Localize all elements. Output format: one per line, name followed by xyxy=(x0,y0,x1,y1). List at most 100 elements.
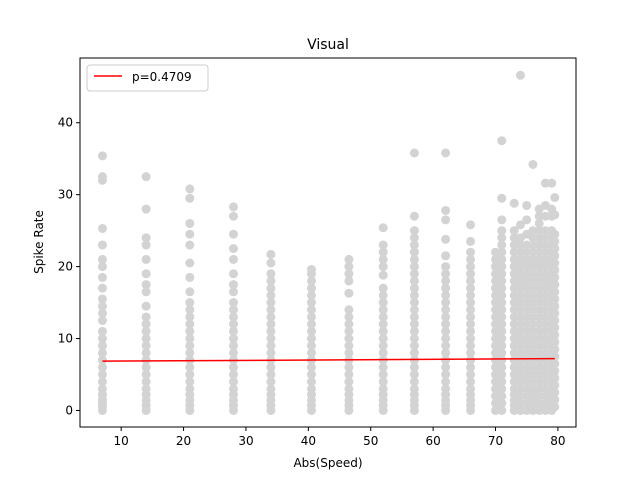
data-point xyxy=(550,272,560,282)
data-point xyxy=(497,305,507,315)
data-point xyxy=(378,377,388,387)
data-point xyxy=(97,326,107,336)
data-point xyxy=(409,348,419,358)
data-point xyxy=(141,280,151,290)
data-point xyxy=(528,326,538,336)
data-point xyxy=(378,223,388,233)
data-point xyxy=(228,211,238,221)
data-point xyxy=(228,229,238,239)
data-point xyxy=(141,341,151,351)
data-point xyxy=(141,384,151,394)
data-point xyxy=(540,377,550,387)
data-point xyxy=(466,312,476,322)
data-point xyxy=(509,198,519,208)
data-point xyxy=(550,236,560,246)
data-point xyxy=(540,369,550,379)
data-point xyxy=(515,319,525,329)
data-point xyxy=(185,305,195,315)
data-point xyxy=(534,276,544,286)
data-point xyxy=(141,312,151,322)
data-point xyxy=(185,229,195,239)
data-point xyxy=(466,236,476,246)
data-point xyxy=(522,377,532,387)
data-point xyxy=(509,240,519,250)
data-point xyxy=(97,384,107,394)
data-point xyxy=(528,369,538,379)
data-point xyxy=(550,395,560,405)
data-point xyxy=(522,305,532,315)
data-point xyxy=(497,377,507,387)
data-point xyxy=(550,316,560,326)
data-point xyxy=(266,312,276,322)
data-point xyxy=(515,341,525,351)
data-point xyxy=(497,319,507,329)
data-point xyxy=(534,377,544,387)
data-point xyxy=(528,159,538,169)
data-point xyxy=(497,405,507,415)
data-point xyxy=(409,148,419,158)
data-point xyxy=(97,301,107,311)
data-point xyxy=(466,341,476,351)
data-point xyxy=(522,334,532,344)
data-point xyxy=(550,387,560,397)
data-point xyxy=(540,305,550,315)
legend-box xyxy=(86,64,209,92)
data-point xyxy=(522,254,532,264)
data-point xyxy=(378,298,388,308)
data-point xyxy=(185,193,195,203)
data-point xyxy=(378,326,388,336)
x-tick-label: 30 xyxy=(238,434,253,448)
data-point xyxy=(266,369,276,379)
data-point xyxy=(441,355,451,365)
data-point xyxy=(509,377,519,387)
data-point xyxy=(466,276,476,286)
data-point xyxy=(228,384,238,394)
data-point xyxy=(522,405,532,415)
data-point xyxy=(497,240,507,250)
data-point xyxy=(344,334,354,344)
data-point xyxy=(344,348,354,358)
data-point xyxy=(306,298,316,308)
data-point xyxy=(550,229,560,239)
data-point xyxy=(550,258,560,268)
data-point xyxy=(550,308,560,318)
data-point xyxy=(534,254,544,264)
data-point xyxy=(141,204,151,214)
data-point xyxy=(306,305,316,315)
data-point xyxy=(185,240,195,250)
data-point xyxy=(466,305,476,315)
data-point xyxy=(409,290,419,300)
data-point xyxy=(550,287,560,297)
data-point xyxy=(528,254,538,264)
data-point xyxy=(378,240,388,250)
data-point xyxy=(409,269,419,279)
data-point xyxy=(540,319,550,329)
data-point xyxy=(522,384,532,394)
data-point xyxy=(534,226,544,236)
data-point xyxy=(466,334,476,344)
data-point xyxy=(344,305,354,315)
data-point xyxy=(550,280,560,290)
data-point xyxy=(515,348,525,358)
data-point xyxy=(550,359,560,369)
data-point xyxy=(266,326,276,336)
data-point xyxy=(344,288,354,298)
data-point xyxy=(97,283,107,293)
data-point xyxy=(306,276,316,286)
data-point xyxy=(409,305,419,315)
data-point xyxy=(466,269,476,279)
data-point xyxy=(528,348,538,358)
data-point xyxy=(528,283,538,293)
data-point xyxy=(540,254,550,264)
data-point xyxy=(409,211,419,221)
data-point xyxy=(522,319,532,329)
data-point xyxy=(540,326,550,336)
data-point xyxy=(378,283,388,293)
data-point xyxy=(344,326,354,336)
data-point xyxy=(515,262,525,272)
data-point xyxy=(515,283,525,293)
data-point xyxy=(97,334,107,344)
data-point xyxy=(306,384,316,394)
data-point xyxy=(185,319,195,329)
data-point xyxy=(550,402,560,412)
